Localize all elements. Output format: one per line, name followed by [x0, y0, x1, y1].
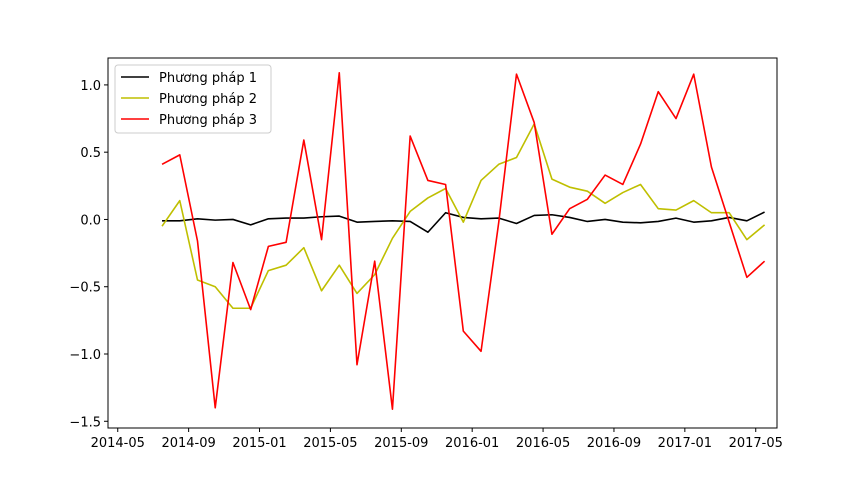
- x-tick-label: 2017-01: [658, 436, 712, 451]
- legend-label-3: Phương pháp 3: [159, 113, 257, 128]
- legend: Phương pháp 1 Phương pháp 2 Phương pháp 3: [114, 64, 272, 134]
- x-tick-label: 2016-05: [516, 436, 570, 451]
- y-tick-label: −1.0: [69, 348, 101, 363]
- x-tick-label: 2014-05: [91, 436, 145, 451]
- x-tick-label: 2015-01: [232, 436, 286, 451]
- series-line-3: [161, 72, 766, 410]
- x-tick-label: 2017-05: [729, 436, 783, 451]
- y-tick-label: 0.5: [80, 146, 101, 161]
- series-line-1: [162, 211, 765, 234]
- y-tick-label: −0.5: [69, 281, 101, 296]
- y-tick-label: 0.0: [80, 213, 101, 228]
- legend-label-2: Phương pháp 2: [159, 92, 257, 107]
- x-tick-label: 2015-09: [374, 436, 428, 451]
- series-line-2: [161, 123, 766, 310]
- y-tick-label: 1.0: [80, 79, 101, 94]
- y-axis: 1.0 0.5 0.0 −0.5 −1.0 −1.5: [69, 79, 108, 430]
- x-tick-label: 2016-09: [587, 436, 641, 451]
- x-tick-label: 2014-09: [161, 436, 215, 451]
- legend-label-1: Phương pháp 1: [159, 71, 257, 86]
- x-axis: 2014-05 2014-09 2015-01 2015-05 2015-09 2016-…: [91, 428, 783, 451]
- x-tick-label: 2015-05: [303, 436, 357, 451]
- y-tick-label: −1.5: [69, 415, 101, 430]
- x-tick-label: 2016-01: [445, 436, 499, 451]
- legend-box: [114, 64, 272, 134]
- plot-frame: [107, 57, 778, 429]
- series-layer: [161, 72, 766, 410]
